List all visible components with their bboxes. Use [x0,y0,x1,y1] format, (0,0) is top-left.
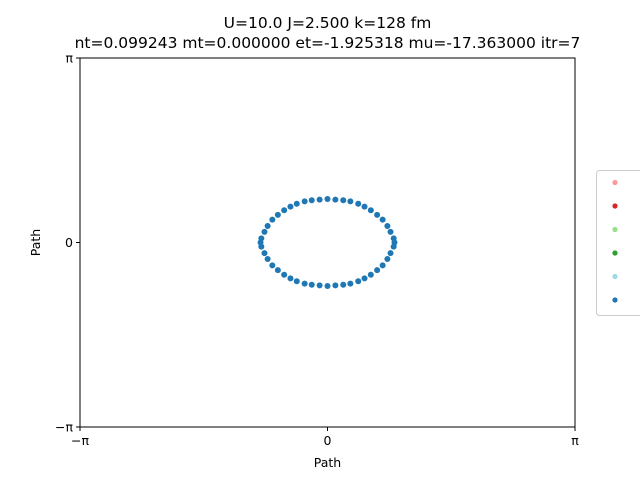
plot-background [80,58,575,427]
legend [596,170,640,316]
data-point [347,280,354,287]
data-point [258,235,265,242]
y-tick-label: π [65,51,73,66]
data-point [261,250,268,257]
data-point [367,271,374,278]
data-point [316,282,323,289]
data-point [340,281,347,288]
data-point [308,197,315,204]
x-tick-label: π [571,433,579,448]
data-point [281,207,288,214]
data-point [301,280,308,287]
legend-marker [612,179,618,186]
data-point [387,228,394,235]
data-point [274,267,281,274]
data-point [308,281,315,288]
data-point [274,211,281,218]
data-point [281,271,288,278]
data-point [374,267,381,274]
legend-marker [612,203,618,209]
data-point [347,198,354,205]
legend-box [596,170,640,316]
data-point [287,275,294,282]
data-point [264,223,271,230]
data-point [324,196,331,203]
data-point [261,228,268,235]
data-point [390,243,397,250]
data-point [355,200,362,207]
data-point [301,198,308,205]
data-point [361,275,368,282]
x-axis-label: Path [314,455,341,470]
data-point [379,262,386,269]
legend-marker [612,297,618,303]
data-point [379,216,386,223]
data-point [269,216,276,223]
data-point [387,250,394,257]
data-point [316,196,323,203]
legend-marker [612,226,618,233]
data-point [384,223,391,230]
data-point [367,207,374,214]
data-point [293,278,300,285]
plot-area [79,57,576,428]
data-point [269,262,276,269]
data-point [332,282,339,289]
data-point [287,203,294,210]
series-layer [257,196,398,289]
data-point [374,211,381,218]
y-tick-label: −π [55,420,73,435]
y-axis: −π 0 π [55,51,80,435]
y-axis-label: Path [28,229,43,256]
data-point [324,282,331,289]
data-point [340,197,347,204]
data-point [293,200,300,207]
data-point [355,278,362,285]
data-point [264,255,271,262]
x-axis: −π 0 π [71,427,579,448]
x-tick-label: −π [71,433,89,448]
x-tick-label: 0 [324,433,332,448]
data-point [332,196,339,203]
y-tick-label: 0 [65,235,73,250]
data-point [361,203,368,210]
legend-marker [612,273,618,280]
chart-title-line1: U=10.0 J=2.500 k=128 fm [224,14,432,32]
data-point [384,255,391,262]
chart-title-line2: nt=0.099243 mt=0.000000 et=-1.925318 mu=… [75,34,581,52]
legend-marker [612,250,618,256]
